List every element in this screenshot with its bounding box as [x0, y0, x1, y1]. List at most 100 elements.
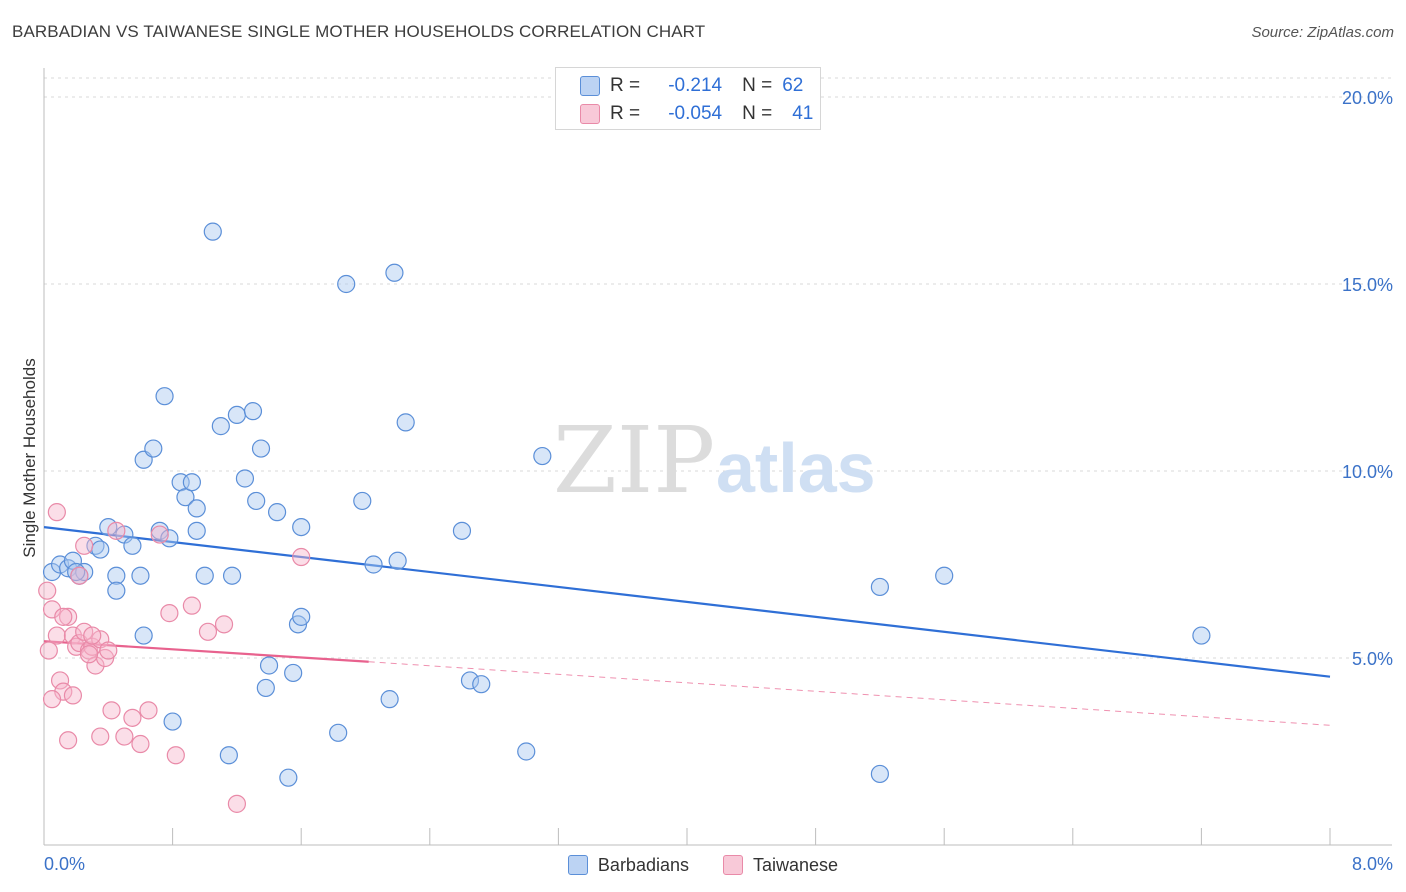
barbadian-point [292, 517, 311, 537]
barbadian-point [353, 491, 372, 511]
barbadian-point [144, 439, 163, 458]
legend-label-taiwanese: Taiwanese [753, 854, 839, 875]
barbadian-point [107, 581, 126, 600]
r-label: R = [610, 75, 641, 96]
taiwanese-trend-line [43, 640, 369, 663]
n-value: 62 [782, 75, 804, 96]
barbadian-point [131, 566, 150, 585]
barbadian-point [63, 551, 83, 570]
taiwanese-point [70, 566, 89, 585]
barbadian-point [243, 402, 263, 421]
taiwanese-point [42, 690, 62, 709]
legend-label-barbadians: Barbadians [597, 854, 689, 875]
barbadian-point [222, 566, 242, 585]
taiwanese-point [150, 525, 169, 544]
barbadian-point [211, 417, 230, 436]
barbadian-point [388, 551, 407, 570]
taiwanese-point [47, 626, 66, 645]
barbadian-point [364, 555, 383, 574]
pink-swatch [580, 104, 600, 124]
barbadian-point [472, 675, 491, 694]
taiwanese-point [115, 727, 134, 746]
bottom-legend: Barbadians Taiwanese [0, 851, 1406, 879]
stats-row-taiwanese: R = -0.054 N = 41 [580, 100, 813, 128]
r-value: -0.054 [668, 103, 723, 124]
taiwanese-point [131, 734, 150, 754]
barbadian-point [337, 274, 356, 294]
n-label: N = [742, 103, 773, 124]
n-label: N = [742, 75, 773, 96]
taiwanese-point [198, 622, 218, 641]
taiwanese-point [59, 731, 78, 750]
barbadian-point [187, 521, 206, 540]
taiwanese-point [160, 604, 179, 623]
stats-row-barbadians: R = -0.214 N = 62 [580, 72, 803, 100]
taiwanese-point [54, 607, 73, 626]
watermark-zip: ZIP [553, 407, 715, 514]
barbadian-point [267, 503, 287, 522]
barbadian-point [155, 387, 174, 406]
barbadian-trend-line [43, 526, 1331, 678]
barbadian-point [460, 671, 480, 690]
barbadian-point [235, 469, 255, 488]
stats-legend: R = -0.214 N = 62 R = -0.054 N = 41 [555, 67, 821, 130]
barbadian-point [91, 540, 110, 559]
barbadian-point [329, 723, 348, 742]
data-points [38, 222, 1211, 813]
r-label: R = [610, 103, 641, 124]
taiwanese-point [182, 596, 201, 615]
y-tick-label: 10.0% [1342, 462, 1393, 482]
blue-swatch [567, 855, 588, 875]
taiwanese-point [47, 503, 66, 522]
taiwanese-point [139, 701, 158, 720]
barbadian-point [292, 607, 311, 626]
y-tick-label: 20.0% [1342, 88, 1393, 108]
taiwanese-point [166, 746, 185, 765]
taiwanese-point [99, 641, 118, 660]
barbadian-point [452, 521, 472, 540]
barbadian-point [247, 491, 266, 511]
taiwanese-point [63, 686, 83, 705]
blue-swatch [580, 76, 600, 96]
taiwanese-point [102, 701, 121, 720]
taiwanese-point [83, 626, 102, 645]
barbadian-point [163, 712, 182, 731]
barbadian-point [380, 690, 399, 709]
barbadian-point [195, 566, 214, 585]
chart-title: BARBADIAN VS TAIWANESE SINGLE MOTHER HOU… [12, 22, 706, 41]
taiwanese-point [214, 615, 234, 634]
y-tick-label: 5.0% [1352, 649, 1393, 669]
axes [43, 68, 1392, 846]
barbadian-point [219, 746, 238, 765]
legend-item-barbadians: Barbadians [567, 851, 689, 879]
axis-labels: 5.0% 10.0% 15.0% 20.0% 0.0% 8.0% Single Mother… [20, 88, 1393, 874]
source-label: Source: ZipAtlas.com [1251, 24, 1394, 41]
watermark-atlas: atlas [716, 429, 876, 507]
barbadian-point [517, 742, 536, 761]
taiwanese-point [227, 794, 246, 813]
taiwanese-point [91, 727, 110, 746]
taiwanese-point [79, 645, 99, 664]
barbadian-point [1192, 626, 1211, 645]
barbadian-point [251, 439, 271, 458]
taiwanese-point [39, 641, 58, 660]
x-tick-label: 0.0% [44, 854, 85, 874]
trend-lines [43, 526, 1331, 726]
barbadian-point [123, 536, 142, 555]
barbadian-point [870, 764, 890, 784]
barbadian-point [284, 663, 303, 683]
taiwanese-point [59, 607, 78, 626]
barbadian-point [533, 446, 552, 466]
barbadian-point [134, 626, 153, 645]
n-value: 41 [792, 103, 814, 124]
barbadian-point [396, 413, 415, 432]
pink-swatch [723, 855, 743, 875]
barbadian-point [182, 473, 201, 492]
taiwanese-point [107, 521, 126, 540]
barbadian-point [259, 656, 279, 675]
taiwanese-point [292, 547, 311, 567]
barbadian-point [935, 566, 954, 585]
barbadian-point [279, 768, 298, 787]
barbadian-point [227, 405, 246, 424]
y-axis-title: Single Mother Households [20, 358, 39, 557]
